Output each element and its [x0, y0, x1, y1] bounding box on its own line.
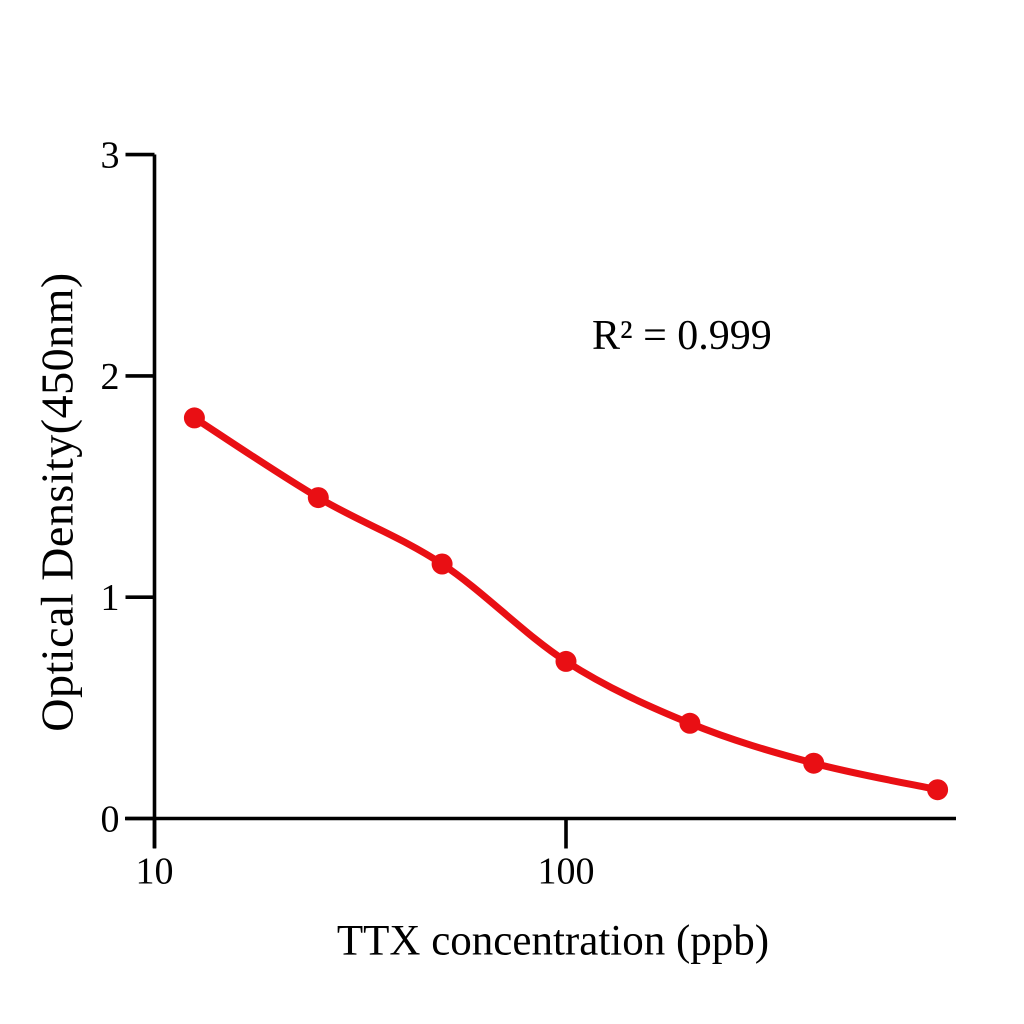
fit-curve: [190, 414, 942, 794]
data-point-marker: [803, 752, 825, 774]
y-tick-label: 3: [101, 135, 120, 177]
y-tick-label: 1: [101, 577, 120, 619]
data-point-marker: [307, 487, 329, 509]
data-point-marker: [927, 779, 949, 801]
data-point-marker: [679, 712, 701, 734]
data-point-marker: [183, 407, 205, 429]
data-point-marker: [555, 650, 577, 672]
y-tick-label: 2: [101, 356, 120, 398]
x-tick-label: 10: [136, 851, 174, 893]
y-tick-label: 0: [101, 799, 120, 841]
x-tick-label: 100: [538, 851, 595, 893]
r-squared-annotation: R² = 0.999: [592, 313, 772, 359]
x-axis-label: TTX concentration (ppb): [336, 917, 770, 965]
y-axis-label: Optical Density(450nm): [31, 272, 83, 732]
data-point-marker: [431, 553, 453, 575]
